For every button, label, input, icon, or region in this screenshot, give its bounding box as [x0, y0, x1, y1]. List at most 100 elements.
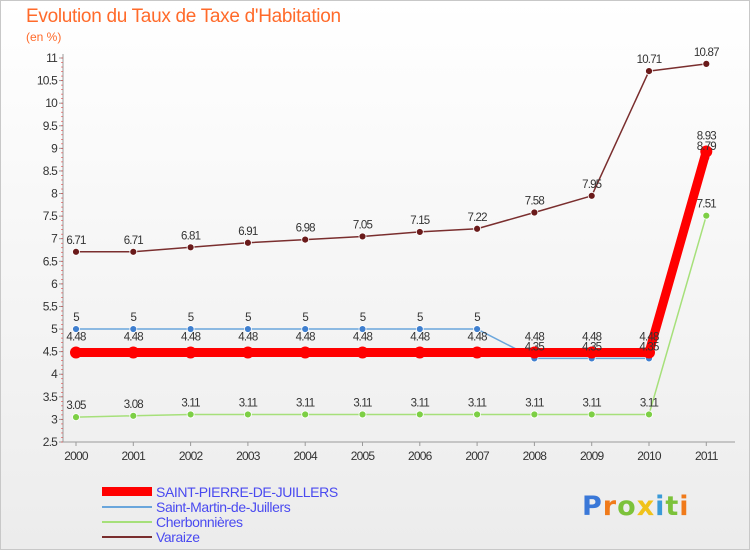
series-0-point-10	[643, 346, 655, 359]
y-tick-label-15: 10	[45, 96, 58, 110]
series-0-point-7	[471, 346, 484, 359]
logo-letter-0: P	[582, 491, 603, 522]
series-2-label-11: 7.51	[697, 199, 717, 211]
series-0-label-11: 8.93	[697, 131, 717, 143]
legend-swatch-0	[102, 487, 152, 496]
series-1-label-9: 4.35	[582, 341, 602, 353]
series-3-point-2	[186, 243, 195, 252]
legend-label-1: Saint-Martin-de-Juillers	[156, 498, 291, 515]
series-3-label-1: 6.71	[124, 235, 144, 247]
series-0-label-1: 4.48	[124, 332, 144, 344]
series-3-label-8: 7.58	[525, 196, 545, 208]
series-2-label-9: 3.11	[583, 397, 602, 409]
y-tick-label-11: 8	[51, 187, 58, 201]
series-3-label-0: 6.71	[66, 235, 86, 247]
y-tick-label-2: 3.5	[43, 390, 58, 404]
y-tick-label-17: 11	[46, 51, 58, 65]
series-3-point-5	[358, 232, 367, 241]
series-0-point-1	[127, 346, 140, 359]
series-3-label-5: 7.05	[353, 219, 373, 231]
y-tick-label-8: 6.5	[43, 254, 58, 268]
series-2-point-0	[72, 413, 80, 422]
x-tick-label-6: 2006	[408, 449, 433, 463]
y-tick-label-10: 7.5	[43, 209, 58, 223]
series-2-point-3	[243, 410, 252, 419]
series-2-label-7: 3.11	[468, 397, 487, 409]
series-0-point-5	[356, 346, 369, 359]
series-0-label-0: 4.48	[66, 332, 86, 344]
y-tick-label-7: 6	[51, 277, 58, 291]
x-tick-label-9: 2009	[580, 449, 605, 463]
series-3-point-8	[530, 208, 539, 217]
series-1-point-4	[301, 325, 310, 333]
x-tick-label-5: 2005	[351, 449, 376, 463]
series-3-label-2: 6.81	[181, 230, 201, 242]
legend-label-3: Varaize	[156, 528, 200, 545]
series-0-point-2	[184, 346, 197, 359]
y-tick-label-14: 9.5	[43, 119, 58, 133]
series-3-label-10: 10.71	[637, 54, 662, 66]
series-1-label-0: 5	[73, 312, 79, 324]
y-tick-label-12: 8.5	[43, 164, 58, 178]
series-1-label-8: 4.35	[525, 341, 545, 353]
series-3-label-6: 7.15	[410, 215, 430, 227]
series-0-label-6: 4.48	[410, 332, 430, 344]
series-0-label-2: 4.48	[181, 332, 201, 344]
series-2-label-4: 3.11	[296, 397, 315, 409]
logo-letter-3: x	[636, 491, 656, 522]
series-2-label-2: 3.11	[181, 397, 200, 409]
series-2-label-10: 3.11	[640, 397, 659, 409]
series-1-label-2: 5	[188, 312, 194, 324]
x-tick-label-10: 2010	[637, 449, 662, 463]
legend-label-0: SAINT-PIERRE-DE-JUILLERS	[156, 483, 338, 500]
series-1-label-1: 5	[130, 312, 136, 324]
chart-legend: SAINT-PIERRE-DE-JUILLERS Saint-Martin-de…	[102, 483, 338, 545]
series-0-point-11	[700, 145, 713, 158]
legend-item-3[interactable]: Varaize	[102, 528, 338, 545]
series-0-label-3: 4.48	[238, 332, 258, 344]
series-2-point-6	[415, 410, 424, 419]
legend-item-1[interactable]: Saint-Martin-de-Juillers	[102, 498, 338, 515]
series-1-label-7: 5	[474, 312, 480, 324]
legend-item-2[interactable]: Cherbonnières	[102, 513, 338, 530]
series-1-label-3: 5	[245, 312, 251, 324]
series-0-label-9: 4.48	[582, 332, 602, 344]
logo-letter-1: r	[602, 491, 618, 522]
series-2-label-3: 3.11	[239, 397, 258, 409]
series-2-point-10	[645, 410, 653, 419]
series-3-label-7: 7.22	[468, 212, 488, 224]
series-2-label-0: 3.05	[66, 400, 86, 412]
series-line-3	[76, 63, 707, 253]
y-tick-label-1: 3	[51, 412, 58, 426]
series-3-point-0	[72, 247, 80, 256]
x-tick-label-11: 2011	[695, 449, 719, 463]
proxiti-logo: Proxiti	[582, 491, 690, 522]
series-1-label-11: 8.79	[697, 141, 717, 153]
series-2-label-1: 3.08	[124, 399, 144, 411]
series-line-0	[76, 150, 711, 358]
x-tick-label-7: 2007	[465, 449, 490, 463]
series-2-point-5	[358, 410, 367, 419]
legend-swatch-1	[102, 505, 152, 508]
series-2-label-8: 3.11	[525, 397, 544, 409]
series-1-label-5: 5	[360, 312, 366, 324]
x-tick-label-3: 2003	[236, 449, 261, 463]
series-1-point-7	[473, 325, 482, 333]
series-3-point-1	[129, 247, 138, 256]
series-line-2	[75, 215, 708, 418]
legend-label-2: Cherbonnières	[156, 513, 243, 530]
series-1-label-10: 4.35	[639, 341, 659, 353]
series-0-label-8: 4.48	[525, 332, 545, 344]
x-tick-label-2: 2002	[179, 449, 204, 463]
x-tick-label-0: 2000	[64, 449, 89, 463]
series-1-point-1	[129, 325, 138, 333]
y-tick-label-5: 5	[51, 322, 58, 336]
legend-item-0[interactable]: SAINT-PIERRE-DE-JUILLERS	[102, 483, 338, 500]
series-0-label-10: 4.48	[639, 332, 659, 344]
series-2-label-5: 3.11	[353, 397, 372, 409]
series-1-point-3	[243, 325, 252, 333]
logo-letter-2: o	[617, 491, 637, 522]
series-1-point-2	[186, 325, 195, 333]
legend-swatch-3	[102, 535, 152, 538]
